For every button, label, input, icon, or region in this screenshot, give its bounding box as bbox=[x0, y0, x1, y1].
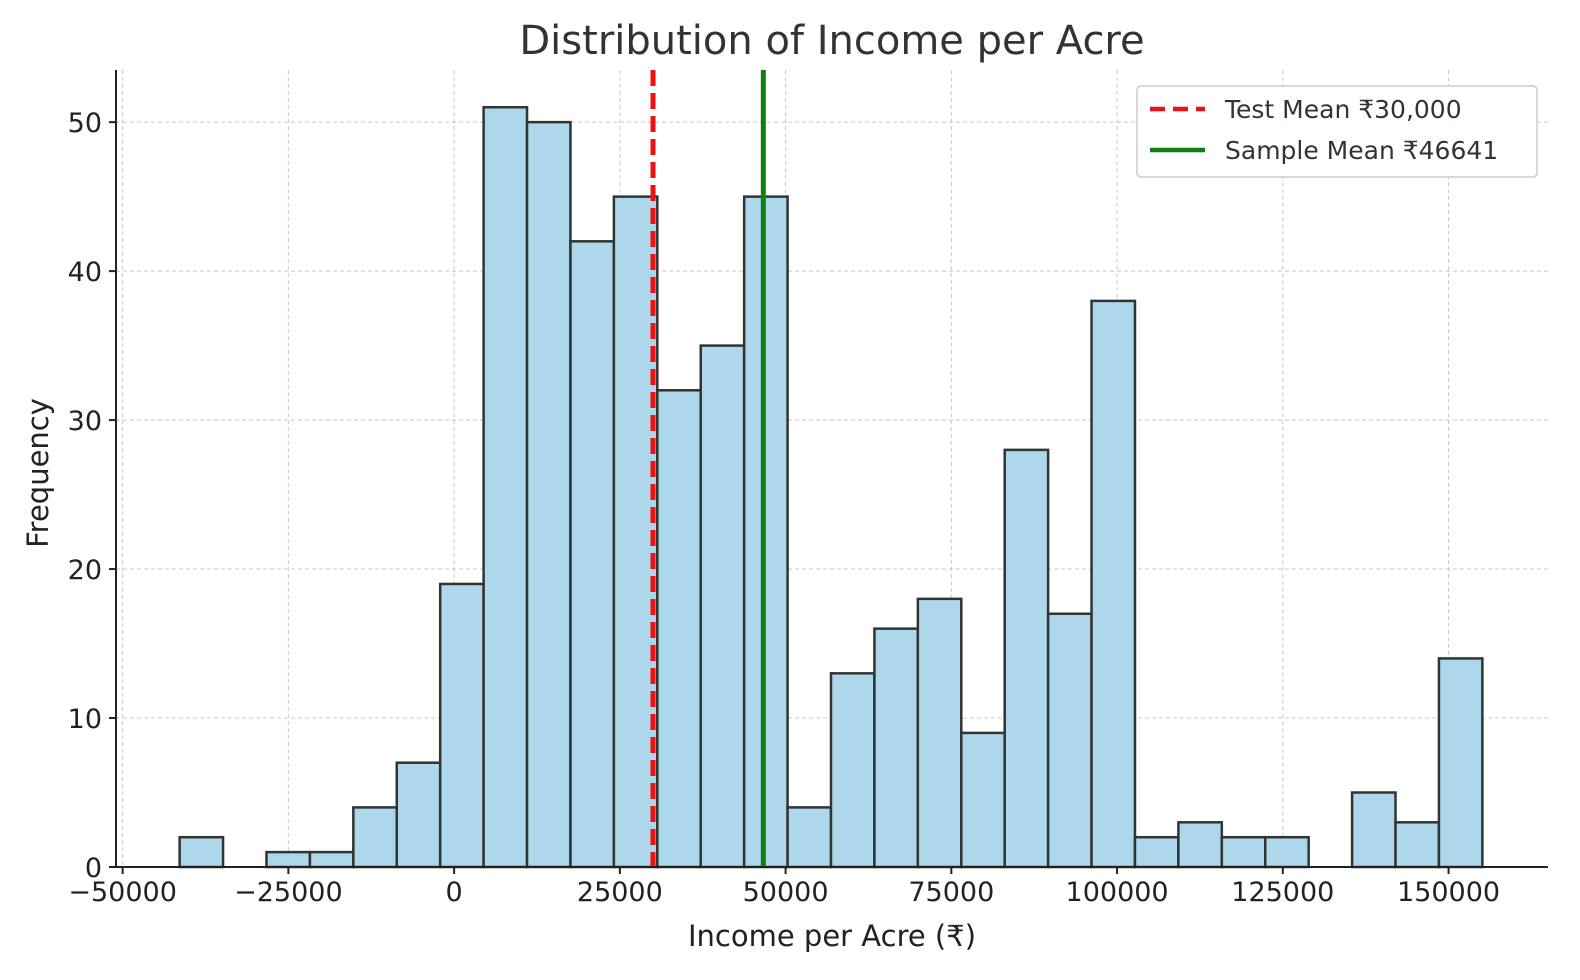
histogram-bar bbox=[352, 806, 399, 869]
histogram-bar bbox=[786, 806, 833, 869]
histogram-bar bbox=[395, 761, 442, 869]
x-tick-label: −25000 bbox=[234, 877, 343, 908]
x-tick-label: 0 bbox=[446, 877, 463, 908]
x-tick-label: 125000 bbox=[1231, 877, 1334, 908]
x-axis-label: Income per Acre (₹) bbox=[688, 919, 976, 953]
histogram-bar bbox=[699, 344, 746, 869]
histogram-bar bbox=[1046, 612, 1093, 869]
mean-lines bbox=[650, 70, 766, 867]
legend: Test Mean ₹30,000 Sample Mean ₹46641 bbox=[1136, 85, 1538, 178]
histogram-bar bbox=[1090, 299, 1137, 869]
histogram-bar bbox=[1263, 835, 1310, 869]
x-tick-label: −50000 bbox=[68, 877, 177, 908]
legend-box bbox=[1136, 85, 1538, 178]
histogram-bar bbox=[1394, 821, 1441, 869]
y-tick-label: 40 bbox=[68, 257, 102, 288]
histogram-bar bbox=[742, 195, 789, 869]
histogram-bar bbox=[1133, 835, 1180, 869]
histogram-bar bbox=[265, 850, 312, 869]
histogram-bar bbox=[960, 731, 1006, 869]
legend-label-test-mean: Test Mean ₹30,000 bbox=[1224, 95, 1462, 124]
histogram-bars bbox=[178, 105, 1484, 869]
histogram-bar bbox=[525, 120, 572, 869]
x-tick-label: 25000 bbox=[577, 877, 663, 908]
histogram-bar bbox=[178, 835, 225, 869]
y-tick-label: 20 bbox=[68, 555, 102, 586]
histogram-bar bbox=[1437, 657, 1484, 869]
y-tick-label: 50 bbox=[68, 108, 102, 139]
y-axis-ticks: 0 10 20 30 40 50 bbox=[68, 108, 116, 884]
histogram-bar bbox=[916, 597, 963, 869]
histogram-bar bbox=[829, 672, 876, 869]
histogram-bar bbox=[569, 240, 616, 869]
histogram-bar bbox=[1003, 448, 1050, 869]
y-axis-label: Frequency bbox=[21, 398, 55, 548]
y-tick-label: 10 bbox=[68, 704, 102, 735]
x-tick-label: 150000 bbox=[1397, 877, 1500, 908]
x-tick-label: 75000 bbox=[908, 877, 994, 908]
x-tick-label: 100000 bbox=[1066, 877, 1169, 908]
histogram-bar bbox=[656, 389, 702, 869]
y-tick-label: 30 bbox=[68, 406, 102, 437]
legend-label-sample-mean: Sample Mean ₹46641 bbox=[1225, 136, 1498, 165]
histogram-bar bbox=[1220, 835, 1267, 869]
histogram-bar bbox=[1177, 821, 1224, 869]
y-tick-label: 0 bbox=[85, 853, 102, 884]
histogram-bar bbox=[482, 105, 529, 869]
histogram-bar bbox=[1350, 791, 1397, 869]
histogram-bar bbox=[438, 582, 485, 869]
histogram-bar bbox=[308, 850, 355, 869]
x-tick-label: 50000 bbox=[743, 877, 829, 908]
axes bbox=[115, 70, 1548, 868]
x-axis-ticks: −50000 −25000 0 25000 50000 75000 100000 125000… bbox=[68, 867, 1500, 908]
chart-title: Distribution of Income per Acre bbox=[519, 18, 1144, 64]
histogram-bar bbox=[873, 627, 920, 869]
